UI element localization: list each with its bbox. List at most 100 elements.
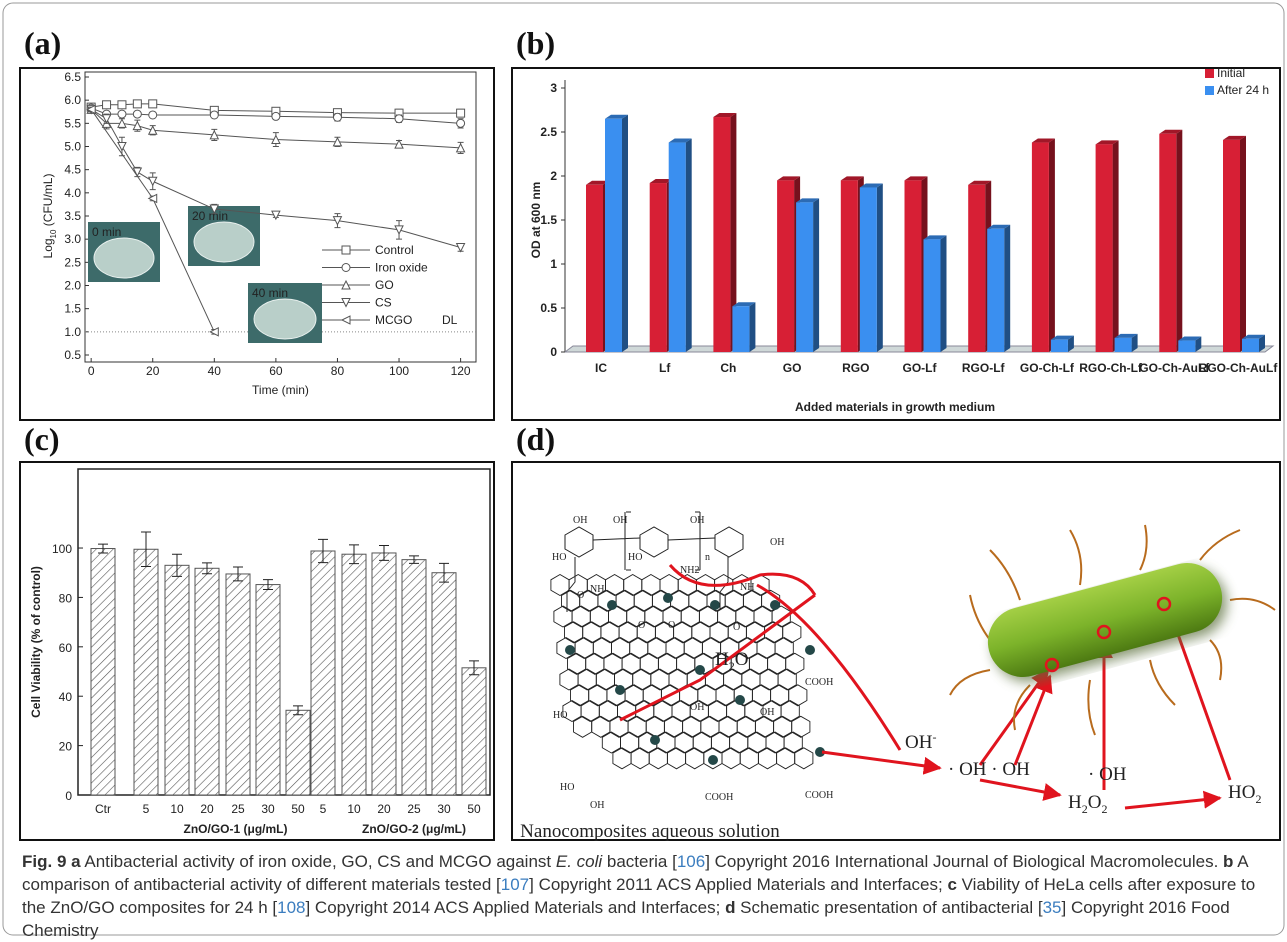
bar bbox=[461, 667, 487, 796]
reference-link[interactable]: 107 bbox=[500, 875, 530, 894]
reference-link[interactable]: 108 bbox=[277, 898, 306, 917]
chitosan bbox=[564, 511, 744, 612]
marker bbox=[86, 104, 96, 115]
bar bbox=[987, 224, 1011, 352]
y-label-part: Log bbox=[41, 238, 55, 258]
y-tick-label: 6.5 bbox=[64, 70, 81, 84]
chem-labels: OH HO OH HO OH OH NH NH NH2 n O O O OH OH HO HO OH COOH COO… bbox=[552, 515, 833, 811]
error-bar bbox=[293, 705, 303, 716]
caption-part: ] Copyright 2016 International Journal o… bbox=[705, 852, 1224, 871]
marker bbox=[340, 315, 351, 325]
nanoparticle bbox=[695, 665, 705, 675]
bar bbox=[1050, 335, 1074, 352]
y-label-part: 10 bbox=[49, 229, 58, 238]
marker bbox=[332, 136, 343, 147]
bar bbox=[133, 548, 159, 796]
y-tick-label: 3.5 bbox=[64, 209, 81, 223]
panel-frame bbox=[511, 461, 1281, 841]
bar bbox=[1178, 336, 1202, 352]
x-tick-label: 100 bbox=[389, 364, 409, 378]
reference-link[interactable]: 106 bbox=[676, 852, 706, 871]
bar-side bbox=[1004, 224, 1011, 352]
marker bbox=[117, 109, 127, 119]
diagram-caption: Nanocomposites aqueous solution bbox=[520, 821, 780, 842]
y-axis-label: Log10 (CFU/mL) bbox=[41, 174, 58, 259]
x-axis-label: Added materials in growth medium bbox=[795, 400, 995, 414]
marker bbox=[132, 109, 142, 119]
hydroperoxyl: HO2 bbox=[1228, 782, 1261, 806]
hexagon bbox=[630, 747, 650, 770]
error-bar bbox=[379, 545, 389, 561]
inset-label: 0 min bbox=[92, 225, 121, 239]
bar-top bbox=[840, 176, 864, 181]
bar-top bbox=[1223, 135, 1246, 140]
reaction-line bbox=[619, 564, 817, 722]
nanoparticle bbox=[565, 645, 575, 655]
bar bbox=[255, 584, 281, 796]
y-axis-label: OD at 600 nm bbox=[529, 182, 543, 259]
attack-site bbox=[1044, 657, 1060, 673]
panel-frame bbox=[19, 67, 495, 421]
petri-dish bbox=[253, 298, 317, 340]
marker bbox=[132, 167, 143, 178]
marker bbox=[456, 118, 466, 128]
bar bbox=[310, 550, 336, 796]
bar bbox=[796, 198, 820, 352]
marker bbox=[117, 142, 127, 152]
marker bbox=[341, 279, 351, 290]
error-bar bbox=[172, 553, 182, 577]
chem-label: OH bbox=[590, 800, 604, 811]
bar-side bbox=[730, 113, 737, 352]
bar-side bbox=[813, 198, 820, 352]
bar bbox=[194, 567, 220, 796]
bar bbox=[341, 553, 367, 796]
bar-front bbox=[796, 202, 814, 352]
bar-side bbox=[1048, 138, 1055, 352]
y-tick-label: 80 bbox=[59, 591, 73, 605]
hexagon bbox=[788, 684, 808, 707]
caption-part: ] Copyright 2014 ACS Applied Materials a… bbox=[305, 898, 726, 917]
reference-link[interactable]: 35 bbox=[1042, 898, 1062, 917]
chem-label: OH bbox=[760, 707, 774, 718]
chem-label: O bbox=[733, 622, 740, 633]
y-tick-label: 100 bbox=[52, 542, 72, 556]
hexagon bbox=[666, 747, 687, 770]
x-tick-label: 20 bbox=[377, 802, 391, 816]
marker bbox=[117, 100, 127, 110]
group-label: ZnO/GO-2 (μg/mL) bbox=[362, 822, 466, 836]
legend-label: Initial bbox=[1217, 66, 1245, 80]
attack-site bbox=[1096, 624, 1112, 640]
radical: · OH bbox=[1088, 764, 1127, 785]
nanoparticle bbox=[607, 600, 617, 610]
bar-top bbox=[668, 138, 692, 143]
series-line bbox=[90, 109, 461, 149]
bar-side bbox=[1131, 333, 1138, 352]
error-bar bbox=[349, 544, 359, 565]
marker bbox=[455, 142, 466, 153]
bar bbox=[1114, 333, 1138, 352]
hexagon bbox=[573, 715, 593, 738]
marker bbox=[117, 118, 127, 128]
legend-swatch bbox=[1205, 69, 1214, 78]
bar-front bbox=[1159, 133, 1177, 352]
bar-front bbox=[904, 180, 922, 352]
error-bar bbox=[141, 531, 151, 568]
bar-side bbox=[1112, 140, 1119, 352]
bar-top bbox=[968, 180, 992, 185]
bar-top bbox=[586, 180, 609, 185]
bar-top bbox=[713, 113, 737, 118]
hexagon bbox=[774, 636, 794, 660]
panel-label: (c) bbox=[24, 421, 60, 457]
bar-top bbox=[1050, 335, 1074, 340]
x-tick-label: RGO bbox=[842, 361, 869, 375]
hexagon bbox=[780, 699, 800, 723]
x-tick-label: RGO-Ch-Lf bbox=[1079, 361, 1143, 375]
bar-top bbox=[1242, 334, 1265, 339]
bar-top bbox=[1159, 129, 1183, 134]
hexagon bbox=[721, 747, 741, 770]
bar-side bbox=[1195, 336, 1202, 352]
y-tick-label: 1 bbox=[550, 257, 557, 271]
caption-part: ] Copyright 2011 ACS Applied Materials a… bbox=[529, 875, 948, 894]
x-tick-label: 0 bbox=[88, 364, 95, 378]
